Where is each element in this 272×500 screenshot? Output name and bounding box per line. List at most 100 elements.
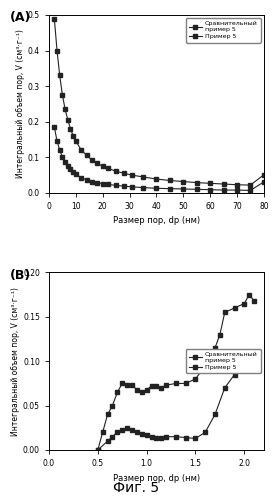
Сравнительный
пример 5: [213, 412, 217, 418]
Сравнительный
пример 5: [90, 178, 94, 184]
Пример 5: [58, 72, 61, 78]
Сравнительный
пример 5: [182, 186, 185, 192]
Сравнительный
пример 5: [85, 177, 88, 183]
Пример 5: [140, 390, 143, 396]
Пример 5: [204, 362, 207, 368]
Сравнительный
пример 5: [262, 179, 265, 185]
Сравнительный
пример 5: [106, 182, 110, 188]
Пример 5: [111, 402, 114, 408]
Пример 5: [101, 164, 104, 170]
Сравнительный
пример 5: [131, 184, 134, 190]
Пример 5: [182, 178, 185, 184]
Сравнительный
пример 5: [115, 182, 118, 188]
Пример 5: [155, 176, 158, 182]
Пример 5: [222, 181, 225, 187]
X-axis label: Размер пор, dp (нм): Размер пор, dp (нм): [113, 474, 200, 482]
Сравнительный
пример 5: [235, 187, 239, 193]
Сравнительный
пример 5: [174, 434, 178, 440]
Сравнительный
пример 5: [249, 188, 252, 194]
Сравнительный
пример 5: [130, 428, 134, 434]
Сравнительный
пример 5: [74, 171, 78, 177]
Сравнительный
пример 5: [243, 366, 246, 372]
Пример 5: [96, 447, 100, 453]
Пример 5: [69, 126, 72, 132]
Сравнительный
пример 5: [55, 138, 59, 144]
Пример 5: [223, 310, 226, 316]
Пример 5: [106, 412, 109, 418]
Пример 5: [145, 386, 148, 392]
Пример 5: [218, 332, 221, 338]
Сравнительный
пример 5: [208, 186, 212, 192]
Пример 5: [115, 168, 118, 174]
Сравнительный
пример 5: [122, 183, 126, 189]
Пример 5: [85, 152, 88, 158]
Пример 5: [66, 117, 69, 123]
Пример 5: [213, 345, 217, 351]
Пример 5: [155, 383, 158, 389]
Пример 5: [96, 160, 99, 166]
Пример 5: [61, 92, 64, 98]
Сравнительный
пример 5: [145, 432, 148, 438]
Сравнительный
пример 5: [58, 147, 61, 153]
X-axis label: Размер пор, dp (нм): Размер пор, dp (нм): [113, 216, 200, 225]
Пример 5: [72, 132, 75, 138]
Сравнительный
пример 5: [248, 364, 251, 370]
Пример 5: [125, 382, 129, 388]
Пример 5: [262, 172, 265, 178]
Пример 5: [116, 390, 119, 396]
Пример 5: [160, 385, 163, 391]
Пример 5: [184, 380, 187, 386]
Сравнительный
пример 5: [106, 438, 109, 444]
Line: Сравнительный
пример 5: Сравнительный пример 5: [52, 124, 266, 193]
Text: Фиг. 5: Фиг. 5: [113, 481, 159, 495]
Сравнительный
пример 5: [96, 180, 99, 186]
Сравнительный
пример 5: [222, 187, 225, 193]
Пример 5: [249, 182, 252, 188]
Сравнительный
пример 5: [195, 186, 198, 192]
Сравнительный
пример 5: [141, 184, 145, 190]
Сравнительный
пример 5: [168, 186, 171, 192]
Legend: Сравнительный
пример 5, Пример 5: Сравнительный пример 5, Пример 5: [186, 18, 261, 42]
Y-axis label: Интегральный объем пор, V (см³·г⁻¹): Интегральный объем пор, V (см³·г⁻¹): [16, 30, 25, 178]
Сравнительный
пример 5: [184, 434, 187, 440]
Сравнительный
пример 5: [96, 447, 100, 453]
Пример 5: [130, 382, 134, 388]
Сравнительный
пример 5: [165, 434, 168, 440]
Пример 5: [150, 383, 153, 389]
Сравнительный
пример 5: [155, 186, 158, 192]
Сравнительный
пример 5: [125, 425, 129, 431]
Сравнительный
пример 5: [140, 431, 143, 437]
Сравнительный
пример 5: [101, 180, 104, 186]
Пример 5: [248, 292, 251, 298]
Сравнительный
пример 5: [116, 429, 119, 435]
Сравнительный
пример 5: [155, 436, 158, 442]
Сравнительный
пример 5: [111, 434, 114, 440]
Сравнительный
пример 5: [252, 364, 256, 370]
Сравнительный
пример 5: [233, 372, 236, 378]
Сравнительный
пример 5: [135, 429, 138, 435]
Сравнительный
пример 5: [120, 428, 124, 434]
Сравнительный
пример 5: [204, 429, 207, 435]
Пример 5: [101, 429, 104, 435]
Line: Пример 5: Пример 5: [95, 292, 256, 452]
Сравнительный
пример 5: [72, 169, 75, 175]
Сравнительный
пример 5: [223, 385, 226, 391]
Text: (B): (B): [10, 269, 32, 282]
Сравнительный
пример 5: [66, 163, 69, 169]
Пример 5: [122, 170, 126, 176]
Сравнительный
пример 5: [63, 160, 67, 166]
Сравнительный
пример 5: [61, 154, 64, 160]
Сравнительный
пример 5: [53, 124, 56, 130]
Пример 5: [168, 178, 171, 184]
Line: Сравнительный
пример 5: Сравнительный пример 5: [95, 365, 256, 452]
Пример 5: [131, 172, 134, 178]
Пример 5: [195, 180, 198, 186]
Пример 5: [106, 166, 110, 172]
Пример 5: [235, 182, 239, 188]
Сравнительный
пример 5: [160, 436, 163, 442]
Пример 5: [174, 380, 178, 386]
Пример 5: [208, 358, 212, 364]
Пример 5: [80, 147, 83, 153]
Пример 5: [165, 382, 168, 388]
Сравнительный
пример 5: [80, 174, 83, 180]
